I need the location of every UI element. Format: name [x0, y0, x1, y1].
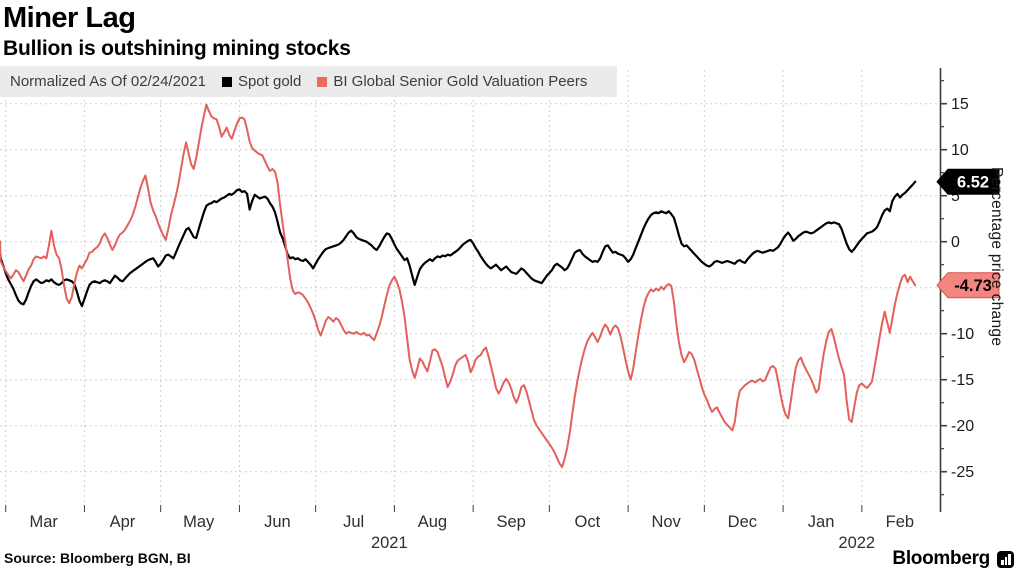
y-gridlines	[0, 103, 940, 473]
gold-peers-swatch-icon	[317, 76, 328, 87]
series-line-gold-peers	[0, 103, 917, 469]
x-axis-labels: Mar Apr May Jun Jul Aug Sep Oct Nov Dec Jan Feb 2021…	[29, 513, 914, 552]
end-badge-value: -4.73	[954, 277, 992, 295]
x-month-label: Dec	[728, 513, 757, 531]
series-line-spot-gold	[0, 180, 917, 308]
x-month-label: Jan	[808, 513, 835, 531]
spot-gold-swatch-icon	[221, 76, 232, 87]
source-note: Source: Bloomberg BGN, BI	[4, 550, 191, 566]
x-month-label: Jul	[343, 513, 364, 531]
x-axis-ticks	[5, 505, 863, 512]
x-month-label: Oct	[575, 513, 601, 531]
legend-label-spot-gold: Spot gold	[237, 73, 302, 90]
end-badge-gold-peers	[936, 272, 1000, 299]
y-tick-label: -20	[951, 418, 974, 435]
x-month-label: Aug	[418, 513, 447, 531]
x-month-label: Jun	[264, 513, 291, 531]
legend-item-spot-gold: Spot gold	[221, 73, 302, 90]
series-lines	[0, 103, 917, 469]
bloomberg-brand: Bloomberg	[892, 548, 1014, 570]
x-month-label: Sep	[496, 513, 525, 531]
x-year-label: 2022	[838, 534, 875, 552]
y-tick-label: 0	[951, 234, 960, 251]
x-gridlines	[5, 70, 863, 505]
legend-label-gold-peers: BI Global Senior Gold Valuation Peers	[333, 73, 588, 90]
y-axis-title: Percentage price change	[988, 167, 1005, 347]
legend-note: Normalized As Of 02/24/2021	[10, 73, 206, 90]
bloomberg-wordmark: Bloomberg	[892, 548, 990, 569]
page-title: Miner Lag	[3, 2, 136, 34]
page-subtitle: Bullion is outshining mining stocks	[3, 37, 351, 60]
legend-item-gold-peers: BI Global Senior Gold Valuation Peers	[317, 73, 587, 90]
x-month-label: May	[183, 513, 215, 531]
chart-legend: Normalized As Of 02/24/2021 Spot gold BI…	[0, 66, 617, 97]
x-month-label: Mar	[29, 513, 58, 531]
x-month-label: Apr	[110, 513, 136, 531]
y-tick-label: -15	[951, 372, 974, 389]
end-value-badges: 6.52 -4.73	[936, 168, 1000, 299]
end-badge-value: 6.52	[957, 174, 989, 192]
x-month-label: Feb	[886, 513, 914, 531]
y-tick-label: -10	[951, 326, 974, 343]
y-tick-label: 15	[951, 96, 969, 113]
bloomberg-logo-icon	[997, 550, 1014, 568]
y-tick-label: -25	[951, 464, 974, 481]
y-tick-label: 5	[951, 188, 960, 205]
x-year-label: 2021	[371, 534, 408, 552]
end-badge-spot-gold	[936, 168, 1000, 195]
y-tick-label: 10	[951, 142, 969, 159]
x-month-label: Nov	[651, 513, 681, 531]
